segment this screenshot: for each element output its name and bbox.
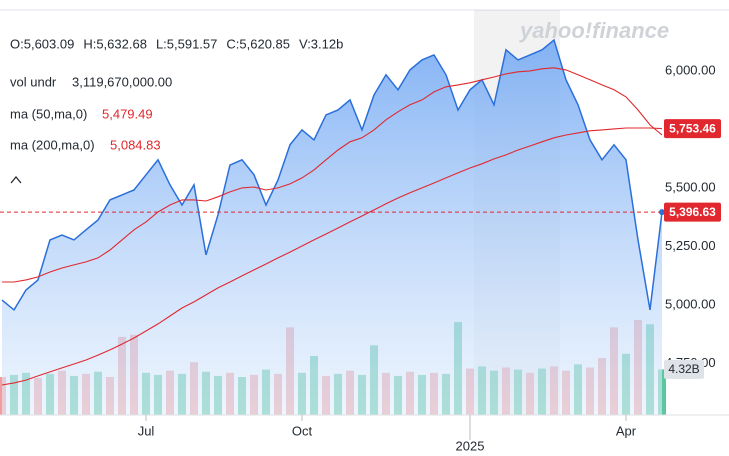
legend-value: 3,119,670,000.00: [72, 74, 172, 89]
legend-label: ma (50,ma,0): [10, 106, 87, 121]
y-tick-label: 5,250.00: [665, 238, 716, 253]
legend-value: 5,084.83: [110, 137, 161, 152]
collapse-chevron[interactable]: [10, 175, 22, 184]
legend-label: ma (200,ma,0): [10, 137, 95, 152]
y-tick-label: 5,500.00: [665, 179, 716, 194]
x-tick-label: 2025: [456, 438, 485, 453]
axis-labels: 4,750.005,000.005,250.005,500.006,000.00…: [138, 62, 721, 453]
volume-last-label-box: [664, 359, 704, 379]
watermark: yahoo!finance: [519, 18, 669, 43]
legend-label: vol undr: [10, 74, 57, 89]
legend-value: 5,479.49: [102, 106, 153, 121]
ohlc-row: O:5,603.09 H:5,632.68 L:5,591.57 C:5,620.85…: [10, 36, 343, 51]
x-tick-label: Oct: [292, 423, 313, 438]
x-tick-label: Jul: [138, 423, 155, 438]
y-tick-label: 5,000.00: [665, 296, 716, 311]
ohlc-value: V:3.12b: [299, 36, 343, 51]
ohlc-value: O:5,603.09: [10, 36, 74, 51]
ohlc-value: C:5,620.85: [226, 36, 290, 51]
price-last-label-box: [664, 202, 721, 222]
volume-last-label: 4.32B: [668, 362, 699, 376]
ohlc-value: L:5,591.57: [156, 36, 217, 51]
price-last-label: 5,396.63: [669, 205, 716, 219]
ohlc-value: H:5,632.68: [83, 36, 147, 51]
last-point: [659, 209, 665, 216]
moving-average-line: [2, 67, 663, 283]
price-line: [1, 38, 663, 312]
ma-last-label: 5,753.46: [669, 121, 716, 135]
ma-last-label-box: [664, 119, 721, 139]
moving-average-line: [1, 127, 663, 386]
x-tick-label: Apr: [616, 423, 637, 438]
price-area: [2, 40, 662, 415]
plot: [0, 38, 666, 415]
y-tick-label: 6,000.00: [665, 62, 716, 77]
